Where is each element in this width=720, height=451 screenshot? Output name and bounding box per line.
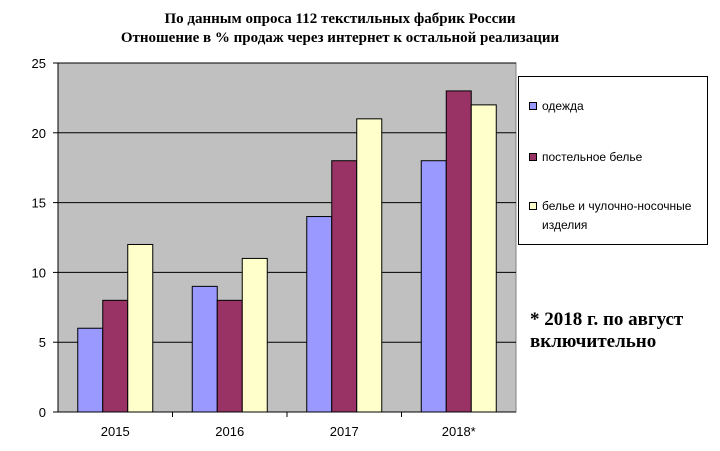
y-tick-label: 0 <box>39 405 46 420</box>
chart-title: По данным опроса 112 текстильных фабрик … <box>0 10 680 48</box>
legend: одежда постельное белье белье и чулочно-… <box>518 76 708 245</box>
y-tick-label: 20 <box>32 126 46 141</box>
bar <box>356 118 383 413</box>
bar <box>420 160 447 413</box>
title-line-2: Отношение в % продаж через интернет к ос… <box>120 30 560 46</box>
x-tick-label: 2018* <box>442 424 476 439</box>
y-tick-label: 5 <box>39 335 46 350</box>
bar <box>127 243 154 413</box>
footnote: * 2018 г. по август включительно <box>530 309 684 352</box>
legend-label-underwear: белье и чулочно-носочные изделия <box>542 199 692 232</box>
legend-swatch-clothing <box>529 102 537 110</box>
y-tick-label: 15 <box>32 196 46 211</box>
bar <box>241 257 268 413</box>
bar <box>306 216 333 413</box>
bar <box>331 160 358 413</box>
legend-swatch-underwear <box>529 202 537 210</box>
bar <box>77 327 104 413</box>
legend-label-clothing: одежда <box>542 99 584 113</box>
y-tick-label: 10 <box>32 265 46 280</box>
bar <box>470 104 497 413</box>
title-line-1: По данным опроса 112 текстильных фабрик … <box>164 11 516 27</box>
y-tick-label: 25 <box>32 56 46 71</box>
legend-swatch-bedlinen <box>529 153 537 161</box>
bar <box>191 285 218 413</box>
bar <box>102 299 129 413</box>
legend-label-bedlinen: постельное белье <box>542 150 643 164</box>
x-tick-label: 2015 <box>101 424 130 439</box>
bar <box>216 299 243 413</box>
bar <box>445 90 472 413</box>
x-tick-label: 2016 <box>215 424 244 439</box>
x-tick-label: 2017 <box>330 424 359 439</box>
